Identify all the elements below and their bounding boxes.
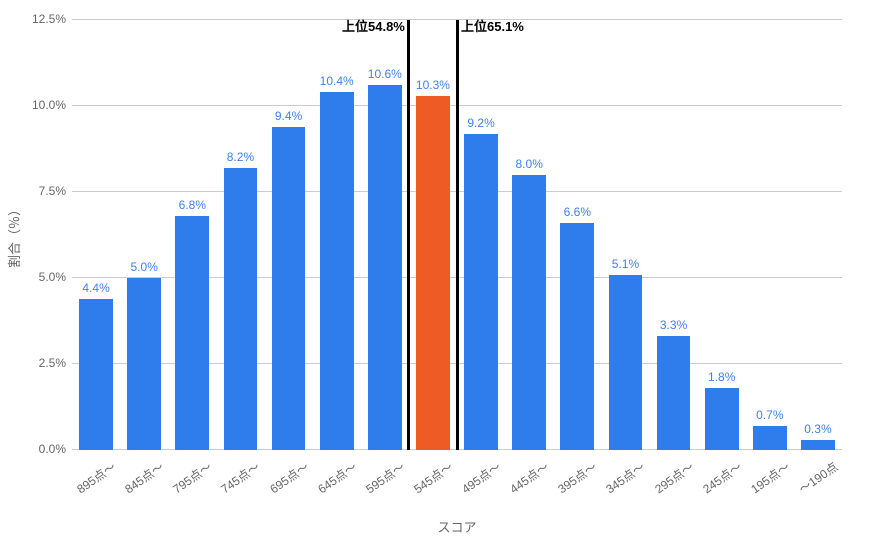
xtick-label: 795点～ (169, 458, 215, 497)
bar-value-label: 0.7% (756, 408, 783, 422)
ytick-0: 0.0% (39, 442, 72, 456)
score-distribution-chart: 割合（％） 0.0% 2.5% 5.0% 7.5% 10.0% 12.5% 4.… (0, 0, 872, 540)
bar-value-label: 5.0% (131, 260, 158, 274)
bar: 10.3% (416, 96, 450, 450)
bar-slot: 6.6% (553, 20, 601, 450)
ytick-3: 7.5% (39, 184, 72, 198)
xtick-slot: 395点～ (553, 450, 601, 510)
x-axis-title: スコア (72, 517, 842, 536)
xtick-slot: 495点～ (457, 450, 505, 510)
bar: 1.8% (705, 388, 739, 450)
bar: 0.3% (801, 440, 835, 450)
bar-slot: 0.3% (794, 20, 842, 450)
bar-value-label: 3.3% (660, 318, 687, 332)
ytick-2: 5.0% (39, 270, 72, 284)
bar-value-label: 9.4% (275, 109, 302, 123)
xtick-slot: 745点～ (216, 450, 264, 510)
bar: 10.6% (368, 85, 402, 450)
xtick-label: 545点～ (410, 458, 456, 497)
bar-slot: 0.7% (746, 20, 794, 450)
annotation-line (456, 20, 459, 450)
xtick-slot: 845点～ (120, 450, 168, 510)
bar-value-label: 1.8% (708, 370, 735, 384)
bar-slot: 4.4% (72, 20, 120, 450)
bar-slot: 5.1% (601, 20, 649, 450)
bar-value-label: 8.0% (516, 157, 543, 171)
x-axis: 895点～845点～795点～745点～695点～645点～595点～545点～… (72, 450, 842, 510)
xtick-slot: 645点～ (313, 450, 361, 510)
bar-value-label: 0.3% (804, 422, 831, 436)
annotation-line (407, 20, 410, 450)
bar: 9.2% (464, 134, 498, 450)
bar-value-label: 9.2% (467, 116, 494, 130)
xtick-slot: 545点～ (409, 450, 457, 510)
xtick-slot: 595点～ (361, 450, 409, 510)
bar-value-label: 6.6% (564, 205, 591, 219)
xtick-slot: 695点～ (265, 450, 313, 510)
bar: 6.6% (560, 223, 594, 450)
bar-slot: 9.2% (457, 20, 505, 450)
bar: 8.2% (224, 168, 258, 450)
xtick-label: 895点～ (73, 458, 119, 497)
bar-slot: 5.0% (120, 20, 168, 450)
bar: 3.3% (657, 336, 691, 450)
xtick-slot: 245点～ (698, 450, 746, 510)
xtick-label: 595点～ (362, 458, 408, 497)
bar: 6.8% (175, 216, 209, 450)
xtick-slot: 795点～ (168, 450, 216, 510)
xtick-label: 745点～ (218, 458, 264, 497)
ytick-1: 2.5% (39, 356, 72, 370)
xtick-slot: ～190点 (794, 450, 842, 510)
xtick-label: 495点～ (458, 458, 504, 497)
bar-value-label: 10.3% (416, 78, 450, 92)
bar: 4.4% (79, 299, 113, 450)
bar-slot: 10.3% (409, 20, 457, 450)
ytick-5: 12.5% (32, 12, 72, 26)
xtick-label: 695点～ (266, 458, 312, 497)
xtick-label: 395点～ (554, 458, 600, 497)
bar: 8.0% (512, 175, 546, 450)
bar: 9.4% (272, 127, 306, 450)
bar-slot: 10.4% (313, 20, 361, 450)
xtick-slot: 445点～ (505, 450, 553, 510)
ytick-4: 10.0% (32, 98, 72, 112)
xtick-label: 295点～ (651, 458, 697, 497)
bar: 10.4% (320, 92, 354, 450)
xtick-label: 245点～ (699, 458, 745, 497)
bar-slot: 10.6% (361, 20, 409, 450)
bar-value-label: 5.1% (612, 257, 639, 271)
xtick-label: 445点～ (506, 458, 552, 497)
xtick-label: 845点～ (121, 458, 167, 497)
bar-slot: 1.8% (698, 20, 746, 450)
y-axis-title: 割合（％） (4, 202, 23, 267)
plot-area: 0.0% 2.5% 5.0% 7.5% 10.0% 12.5% 4.4%5.0%… (72, 20, 842, 450)
xtick-slot: 195点～ (746, 450, 794, 510)
xtick-label: 345点～ (603, 458, 649, 497)
xtick-slot: 895点～ (72, 450, 120, 510)
xtick-label: 645点～ (314, 458, 360, 497)
annotation-label: 上位54.8% (342, 16, 405, 35)
xtick-slot: 295点～ (650, 450, 698, 510)
xtick-label: 195点～ (747, 458, 793, 497)
bar-slot: 8.0% (505, 20, 553, 450)
xtick-label: ～190点 (795, 458, 841, 497)
bar-slot: 3.3% (650, 20, 698, 450)
bar-value-label: 10.4% (320, 74, 354, 88)
bar-value-label: 10.6% (368, 67, 402, 81)
xtick-slot: 345点～ (601, 450, 649, 510)
bar-slot: 8.2% (216, 20, 264, 450)
bar: 5.0% (127, 278, 161, 450)
bar-slot: 9.4% (265, 20, 313, 450)
bar: 0.7% (753, 426, 787, 450)
annotation-label: 上位65.1% (461, 16, 524, 35)
bar-value-label: 8.2% (227, 150, 254, 164)
bar-value-label: 6.8% (179, 198, 206, 212)
bar-value-label: 4.4% (82, 281, 109, 295)
bar-slot: 6.8% (168, 20, 216, 450)
y-axis-title-wrap: 割合（％） (4, 20, 22, 450)
bar: 5.1% (609, 275, 643, 450)
